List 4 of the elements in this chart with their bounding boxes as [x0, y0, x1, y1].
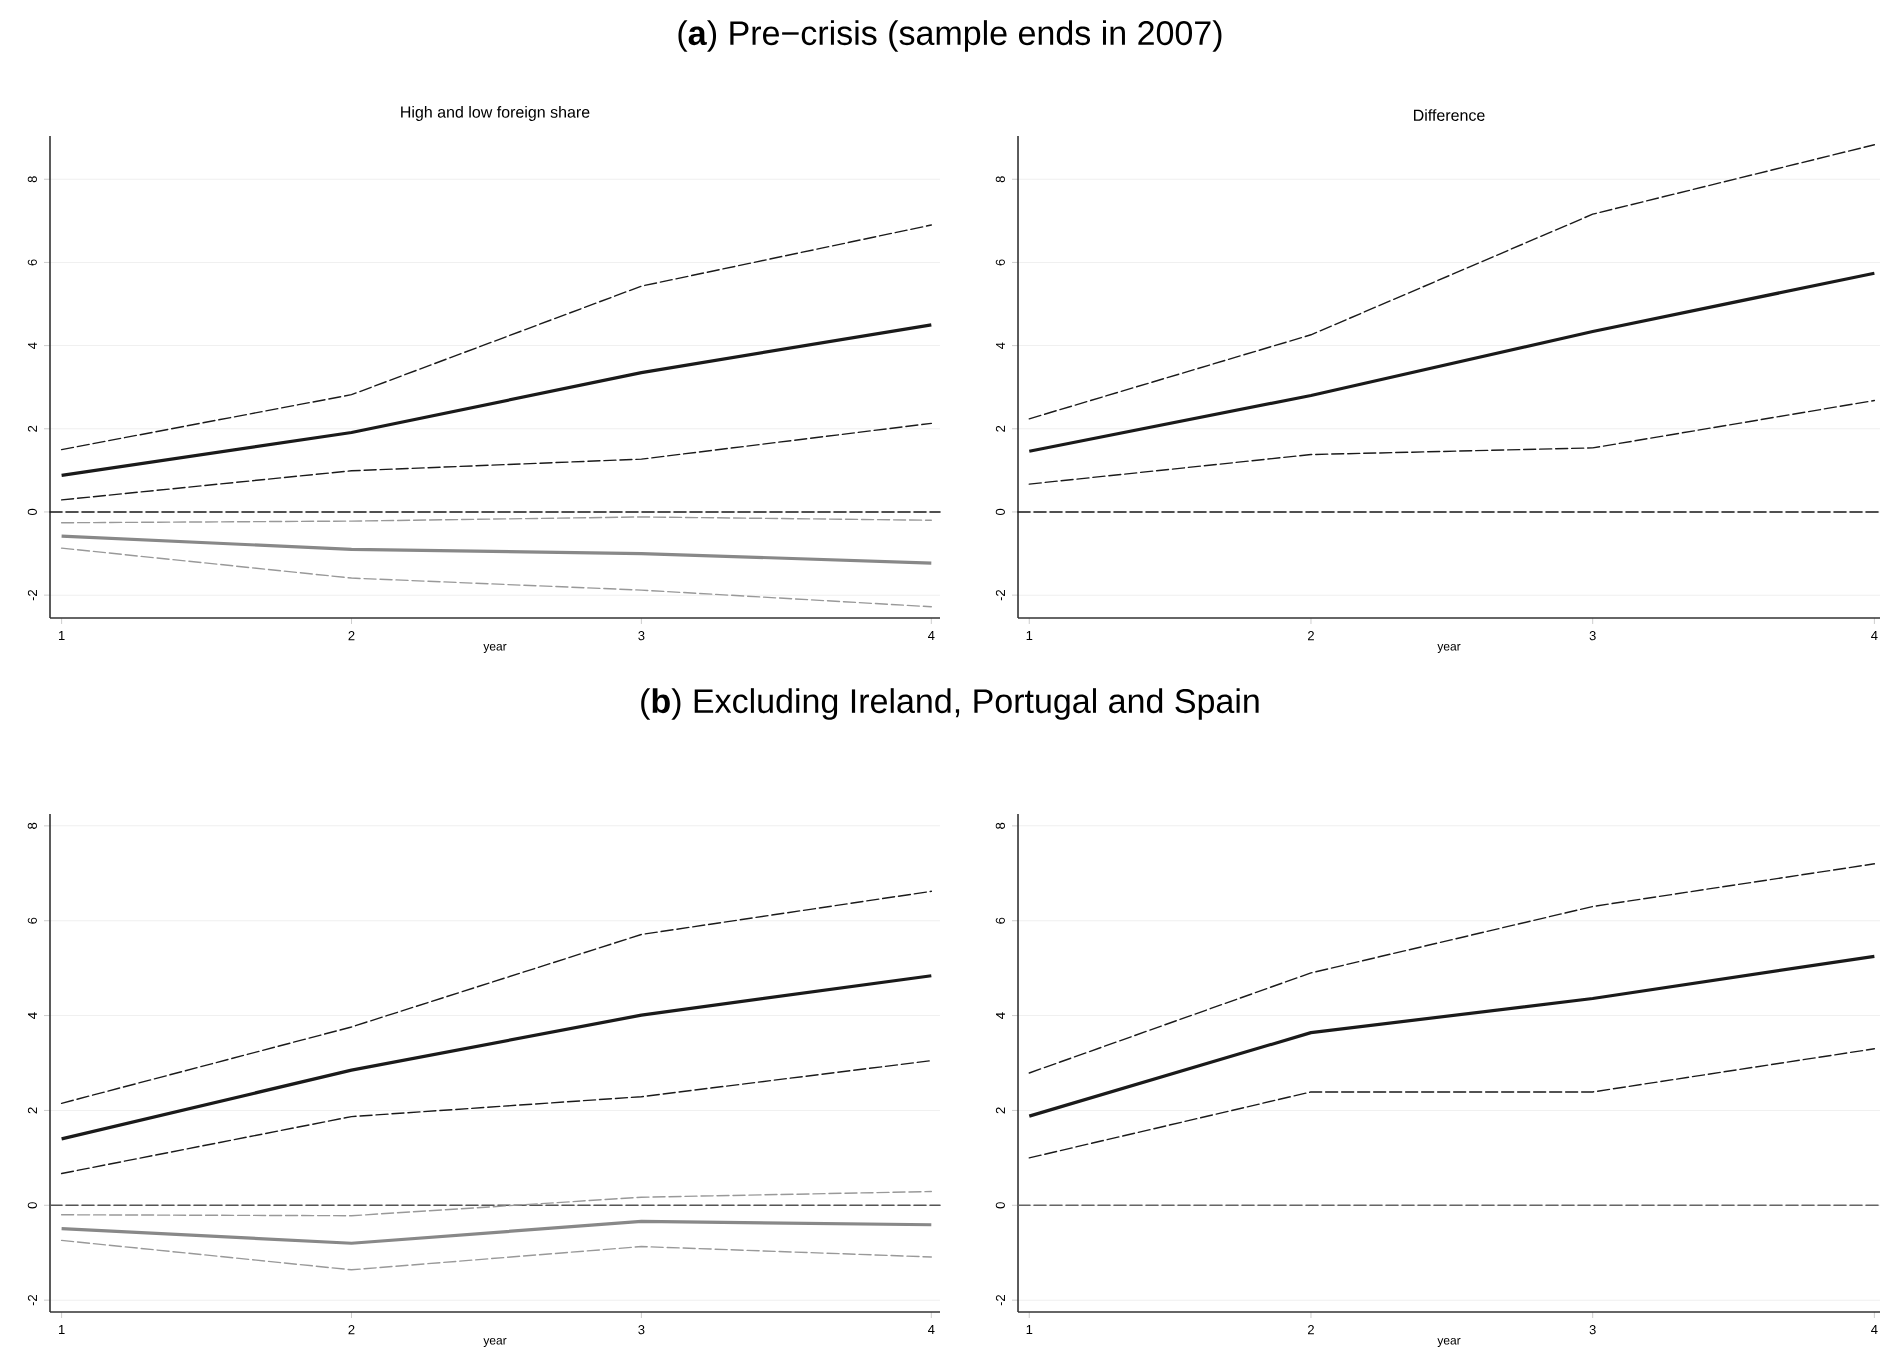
chart-title: (a) Pre−crisis (sample ends in 2007) [678, 20, 1222, 52]
chart-subtitle: Difference [1414, 109, 1485, 121]
chart-title: (b) Excluding Ireland, Portugal and Spain [641, 688, 1259, 720]
chart-subtitle: High and low foreign share [401, 106, 590, 121]
